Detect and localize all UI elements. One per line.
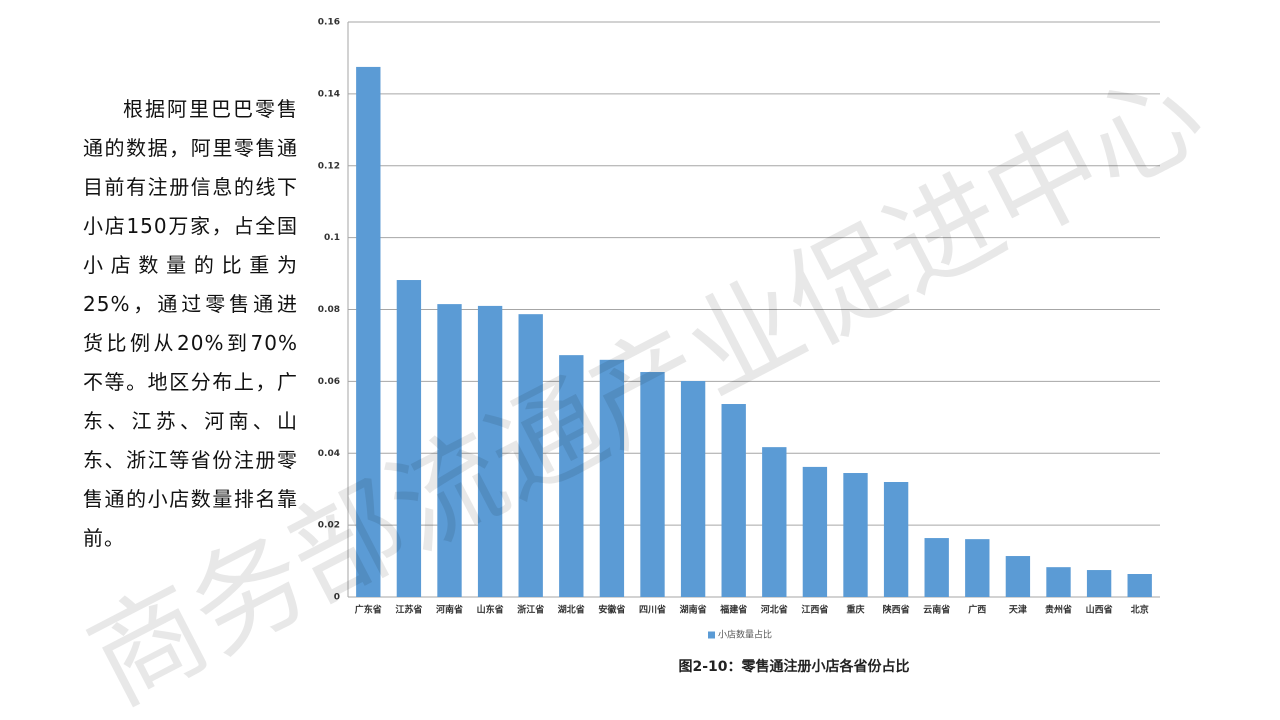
y-tick-label: 0.16 — [318, 18, 340, 28]
bar — [396, 280, 422, 597]
x-tick-label: 福建省 — [719, 604, 747, 616]
y-tick-label: 0.14 — [318, 89, 340, 99]
x-tick-label: 江西省 — [801, 604, 828, 616]
x-tick-label: 广东省 — [355, 604, 382, 616]
bar — [477, 305, 503, 597]
bar — [1127, 574, 1152, 597]
x-tick-label: 陕西省 — [883, 604, 910, 616]
x-tick-label: 云南省 — [923, 604, 950, 616]
bar — [1005, 556, 1031, 597]
bar — [1086, 570, 1112, 597]
bar — [559, 355, 584, 597]
bar — [437, 304, 462, 597]
bar — [1046, 567, 1071, 597]
legend-label: 小店数量占比 — [718, 629, 772, 641]
x-tick-label: 河北省 — [761, 604, 788, 616]
x-tick-label: 天津 — [1009, 604, 1027, 616]
paragraph: 根据阿里巴巴零售通的数据，阿里零售通目前有注册信息的线下小店150万家，占全国小… — [83, 97, 298, 550]
x-tick-label: 北京 — [1131, 604, 1149, 616]
y-tick-label: 0.04 — [318, 449, 340, 459]
x-tick-label: 贵州省 — [1045, 604, 1072, 616]
x-tick-label: 重庆 — [846, 604, 864, 616]
bar — [802, 466, 828, 597]
bar — [599, 359, 625, 597]
y-tick-label: 0.12 — [318, 161, 340, 171]
bar — [356, 66, 381, 597]
bar — [518, 314, 543, 597]
bar — [640, 372, 665, 597]
x-tick-label: 湖北省 — [558, 604, 585, 616]
x-tick-label: 江苏省 — [395, 604, 422, 616]
bar — [721, 404, 746, 597]
x-tick-label: 安徽省 — [598, 604, 625, 616]
y-tick-label: 0.02 — [318, 521, 340, 531]
chart-caption: 图2-10：零售通注册小店各省份占比 — [678, 658, 909, 675]
bar — [965, 539, 990, 597]
bar — [843, 473, 868, 597]
y-tick-label: 0.08 — [318, 305, 340, 315]
x-tick-label: 河南省 — [436, 604, 463, 616]
x-tick-label: 湖南省 — [680, 604, 707, 616]
bar — [762, 447, 787, 597]
y-tick-label: 0 — [334, 593, 340, 603]
bar — [924, 538, 949, 597]
legend-swatch — [708, 631, 715, 639]
x-tick-label: 广西 — [968, 604, 986, 616]
x-tick-label: 山西省 — [1086, 604, 1113, 616]
y-tick-label: 0.1 — [324, 233, 340, 243]
x-tick-label: 四川省 — [639, 604, 666, 616]
y-tick-label: 0.06 — [318, 377, 340, 387]
x-tick-label: 山东省 — [477, 604, 504, 616]
bar — [883, 482, 909, 597]
x-tick-label: 浙江省 — [517, 604, 544, 616]
bar — [680, 381, 706, 597]
